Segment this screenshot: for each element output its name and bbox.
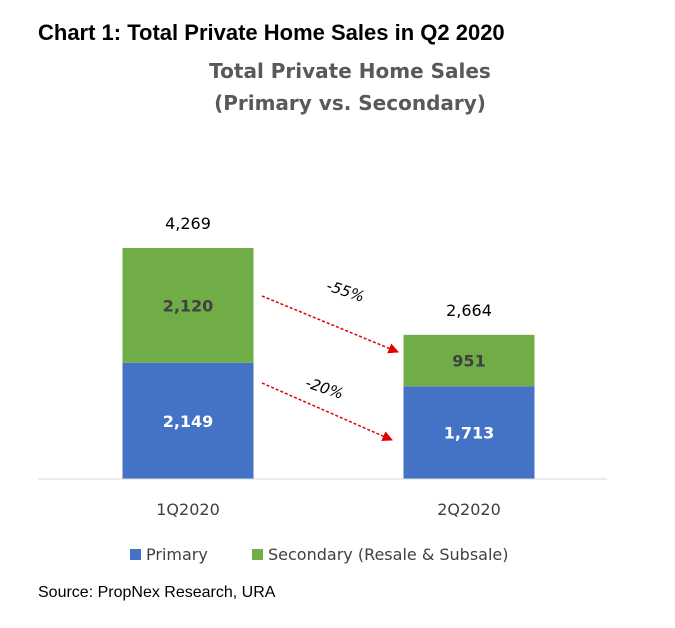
chart-title: Total Private Home Sales bbox=[209, 59, 491, 83]
change-annotation-1: -55% bbox=[324, 277, 366, 306]
legend-swatch-secondary bbox=[252, 549, 263, 560]
change-arrow-2 bbox=[261, 382, 393, 442]
bar-primary-1Q2020 bbox=[122, 362, 254, 479]
legend-swatch-primary bbox=[130, 549, 141, 560]
legend-label-primary: Primary bbox=[146, 545, 208, 564]
chart-heading: Chart 1: Total Private Home Sales in Q2 … bbox=[38, 20, 505, 45]
bar-primary-2Q2020 bbox=[403, 386, 535, 479]
change-arrow-1 bbox=[261, 295, 399, 354]
source-note: Source: PropNex Research, URA bbox=[38, 584, 276, 601]
chart-subtitle: (Primary vs. Secondary) bbox=[214, 91, 486, 115]
data-label-primary-1Q2020: 2,149 bbox=[163, 412, 214, 431]
x-tick-label-1Q2020: 1Q2020 bbox=[156, 500, 220, 519]
legend-label-secondary: Secondary (Resale & Subsale) bbox=[268, 545, 509, 564]
data-label-primary-2Q2020: 1,713 bbox=[444, 424, 495, 443]
data-label-secondary-2Q2020: 951 bbox=[452, 352, 485, 371]
data-label-secondary-1Q2020: 2,120 bbox=[163, 296, 214, 315]
bar-secondary-1Q2020 bbox=[122, 248, 254, 363]
bar-secondary-2Q2020 bbox=[403, 334, 535, 387]
total-label-2Q2020: 2,664 bbox=[446, 301, 492, 320]
total-label-1Q2020: 4,269 bbox=[165, 214, 211, 233]
x-tick-label-2Q2020: 2Q2020 bbox=[437, 500, 501, 519]
change-annotation-2: -20% bbox=[303, 374, 345, 403]
